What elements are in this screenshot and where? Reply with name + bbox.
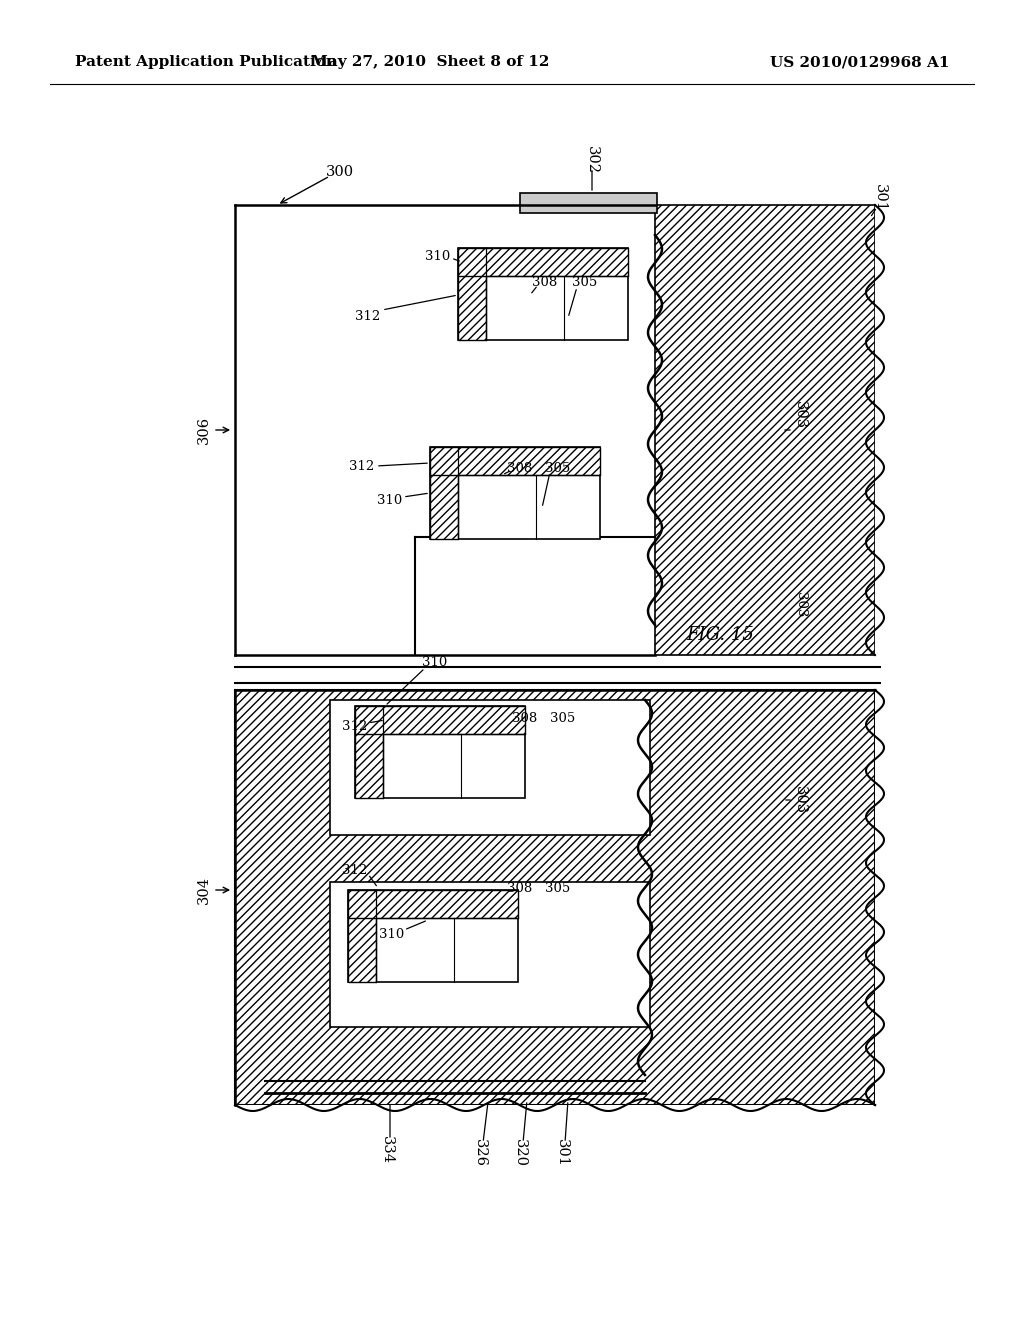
Bar xyxy=(874,205,905,655)
Text: 312: 312 xyxy=(342,719,368,733)
Text: US 2010/0129968 A1: US 2010/0129968 A1 xyxy=(770,55,949,69)
Text: 302: 302 xyxy=(585,147,599,174)
Text: FIG. 15: FIG. 15 xyxy=(686,626,754,644)
Text: 320: 320 xyxy=(513,1139,527,1167)
Bar xyxy=(430,447,600,539)
Bar xyxy=(355,706,525,799)
Text: 310: 310 xyxy=(378,494,402,507)
Text: 304: 304 xyxy=(197,876,211,904)
Text: 312: 312 xyxy=(342,863,368,876)
Bar xyxy=(430,447,600,475)
Text: 308: 308 xyxy=(507,462,532,474)
Text: 305: 305 xyxy=(572,276,598,289)
Bar xyxy=(348,890,376,982)
Text: 305: 305 xyxy=(546,462,570,474)
Text: 301: 301 xyxy=(873,183,887,213)
Text: 312: 312 xyxy=(349,459,375,473)
Bar xyxy=(458,248,486,341)
Text: 310: 310 xyxy=(379,928,404,940)
Bar xyxy=(355,706,383,799)
Text: 306: 306 xyxy=(197,416,211,444)
Bar xyxy=(348,890,518,917)
Text: 312: 312 xyxy=(355,309,381,322)
Text: 308: 308 xyxy=(507,882,532,895)
Bar xyxy=(458,248,628,276)
Bar xyxy=(330,882,650,1027)
Bar xyxy=(234,690,874,1105)
Text: Patent Application Publication: Patent Application Publication xyxy=(75,55,337,69)
Text: 300: 300 xyxy=(326,165,354,180)
Bar xyxy=(874,690,905,1105)
Text: 303: 303 xyxy=(794,593,807,618)
Bar xyxy=(655,205,874,655)
Text: 310: 310 xyxy=(425,249,451,263)
Bar xyxy=(458,248,628,341)
Bar xyxy=(234,1105,874,1130)
Text: 301: 301 xyxy=(555,1139,569,1167)
Text: 303: 303 xyxy=(793,401,807,429)
Bar xyxy=(520,193,657,213)
Text: 308: 308 xyxy=(512,711,538,725)
Text: 305: 305 xyxy=(546,882,570,895)
Text: 305: 305 xyxy=(550,711,575,725)
Bar xyxy=(430,447,458,539)
Text: 303: 303 xyxy=(793,785,807,814)
Text: May 27, 2010  Sheet 8 of 12: May 27, 2010 Sheet 8 of 12 xyxy=(311,55,549,69)
Text: 334: 334 xyxy=(380,1137,394,1164)
Bar xyxy=(348,890,518,982)
Bar xyxy=(355,706,525,734)
Text: 326: 326 xyxy=(473,1139,487,1167)
Bar xyxy=(330,700,650,836)
Text: 310: 310 xyxy=(422,656,447,669)
Text: 308: 308 xyxy=(532,276,558,289)
